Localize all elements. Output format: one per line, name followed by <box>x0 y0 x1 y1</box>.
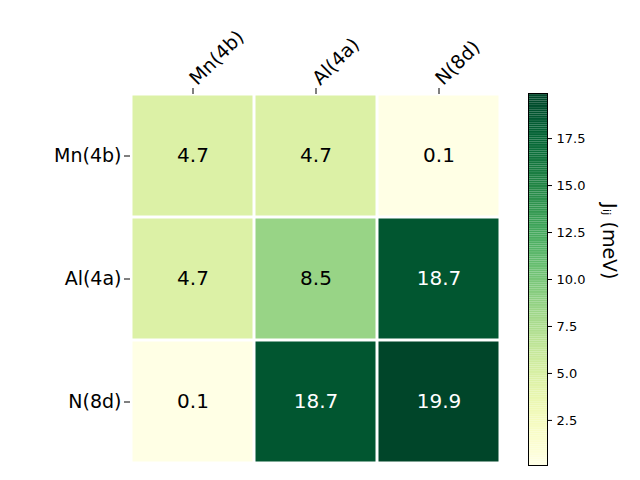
svg-text:7.5: 7.5 <box>557 319 578 334</box>
svg-text:N(8d): N(8d) <box>431 36 484 89</box>
svg-text:2.5: 2.5 <box>557 413 578 428</box>
svg-text:17.5: 17.5 <box>557 131 586 146</box>
svg-text:12.5: 12.5 <box>557 225 586 240</box>
svg-text:Mn(4b): Mn(4b) <box>185 26 248 89</box>
svg-text:Al(4a): Al(4a) <box>65 267 122 289</box>
svg-text:N(8d): N(8d) <box>68 390 121 412</box>
svg-text:18.7: 18.7 <box>417 266 462 290</box>
svg-text:0.1: 0.1 <box>423 143 455 167</box>
svg-text:Mn(4b): Mn(4b) <box>54 144 121 166</box>
svg-text:4.7: 4.7 <box>177 266 209 290</box>
svg-text:0.1: 0.1 <box>177 389 209 413</box>
svg-text:10.0: 10.0 <box>557 272 586 287</box>
svg-text:Jᵢⱼ (meV): Jᵢⱼ (meV) <box>599 202 621 279</box>
svg-text:4.7: 4.7 <box>177 143 209 167</box>
svg-text:19.9: 19.9 <box>417 389 462 413</box>
svg-text:Al(4a): Al(4a) <box>308 33 364 89</box>
svg-text:15.0: 15.0 <box>557 178 586 193</box>
svg-text:4.7: 4.7 <box>300 143 332 167</box>
svg-text:8.5: 8.5 <box>300 266 332 290</box>
svg-text:18.7: 18.7 <box>294 389 339 413</box>
svg-text:5.0: 5.0 <box>557 366 578 381</box>
